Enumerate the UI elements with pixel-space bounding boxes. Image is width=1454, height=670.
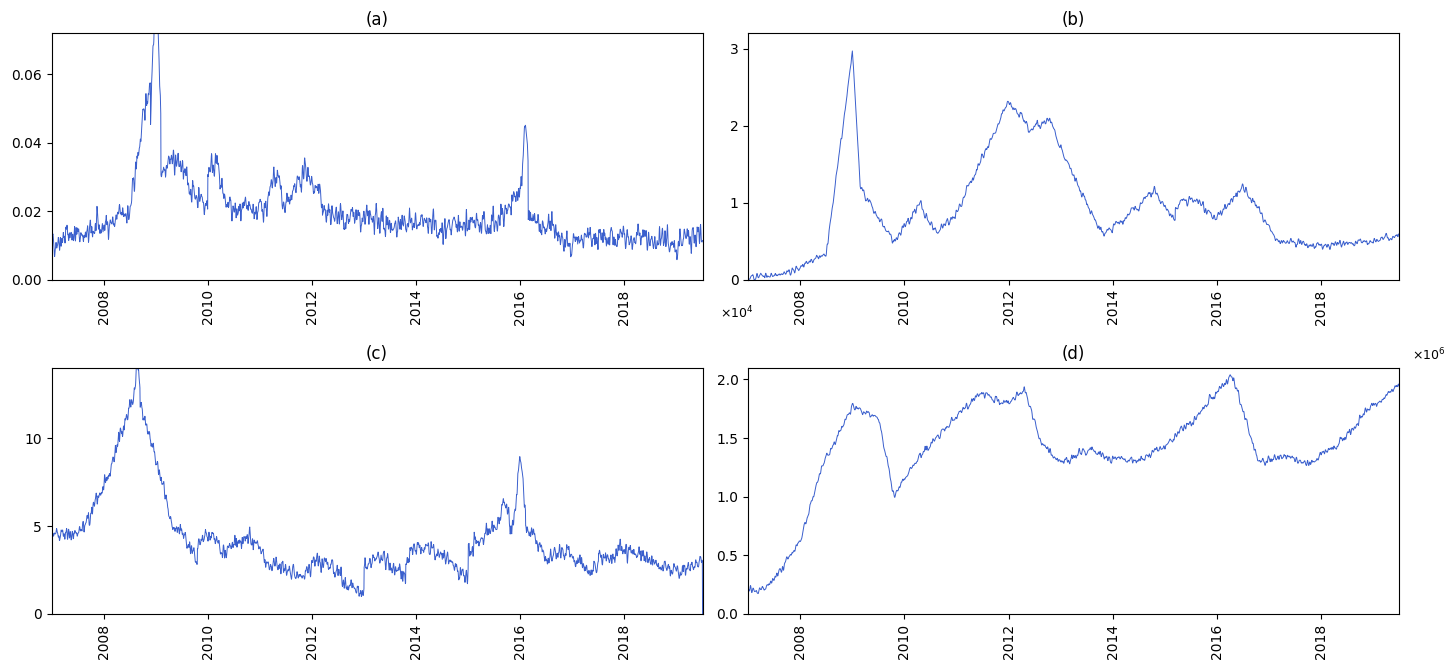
Title: (a): (a) [365, 11, 388, 29]
Text: $\times10^4$: $\times10^4$ [720, 305, 753, 322]
Text: $\times10^6$: $\times10^6$ [1412, 346, 1445, 363]
Title: (d): (d) [1061, 346, 1085, 363]
Title: (c): (c) [366, 346, 388, 363]
Title: (b): (b) [1061, 11, 1085, 29]
